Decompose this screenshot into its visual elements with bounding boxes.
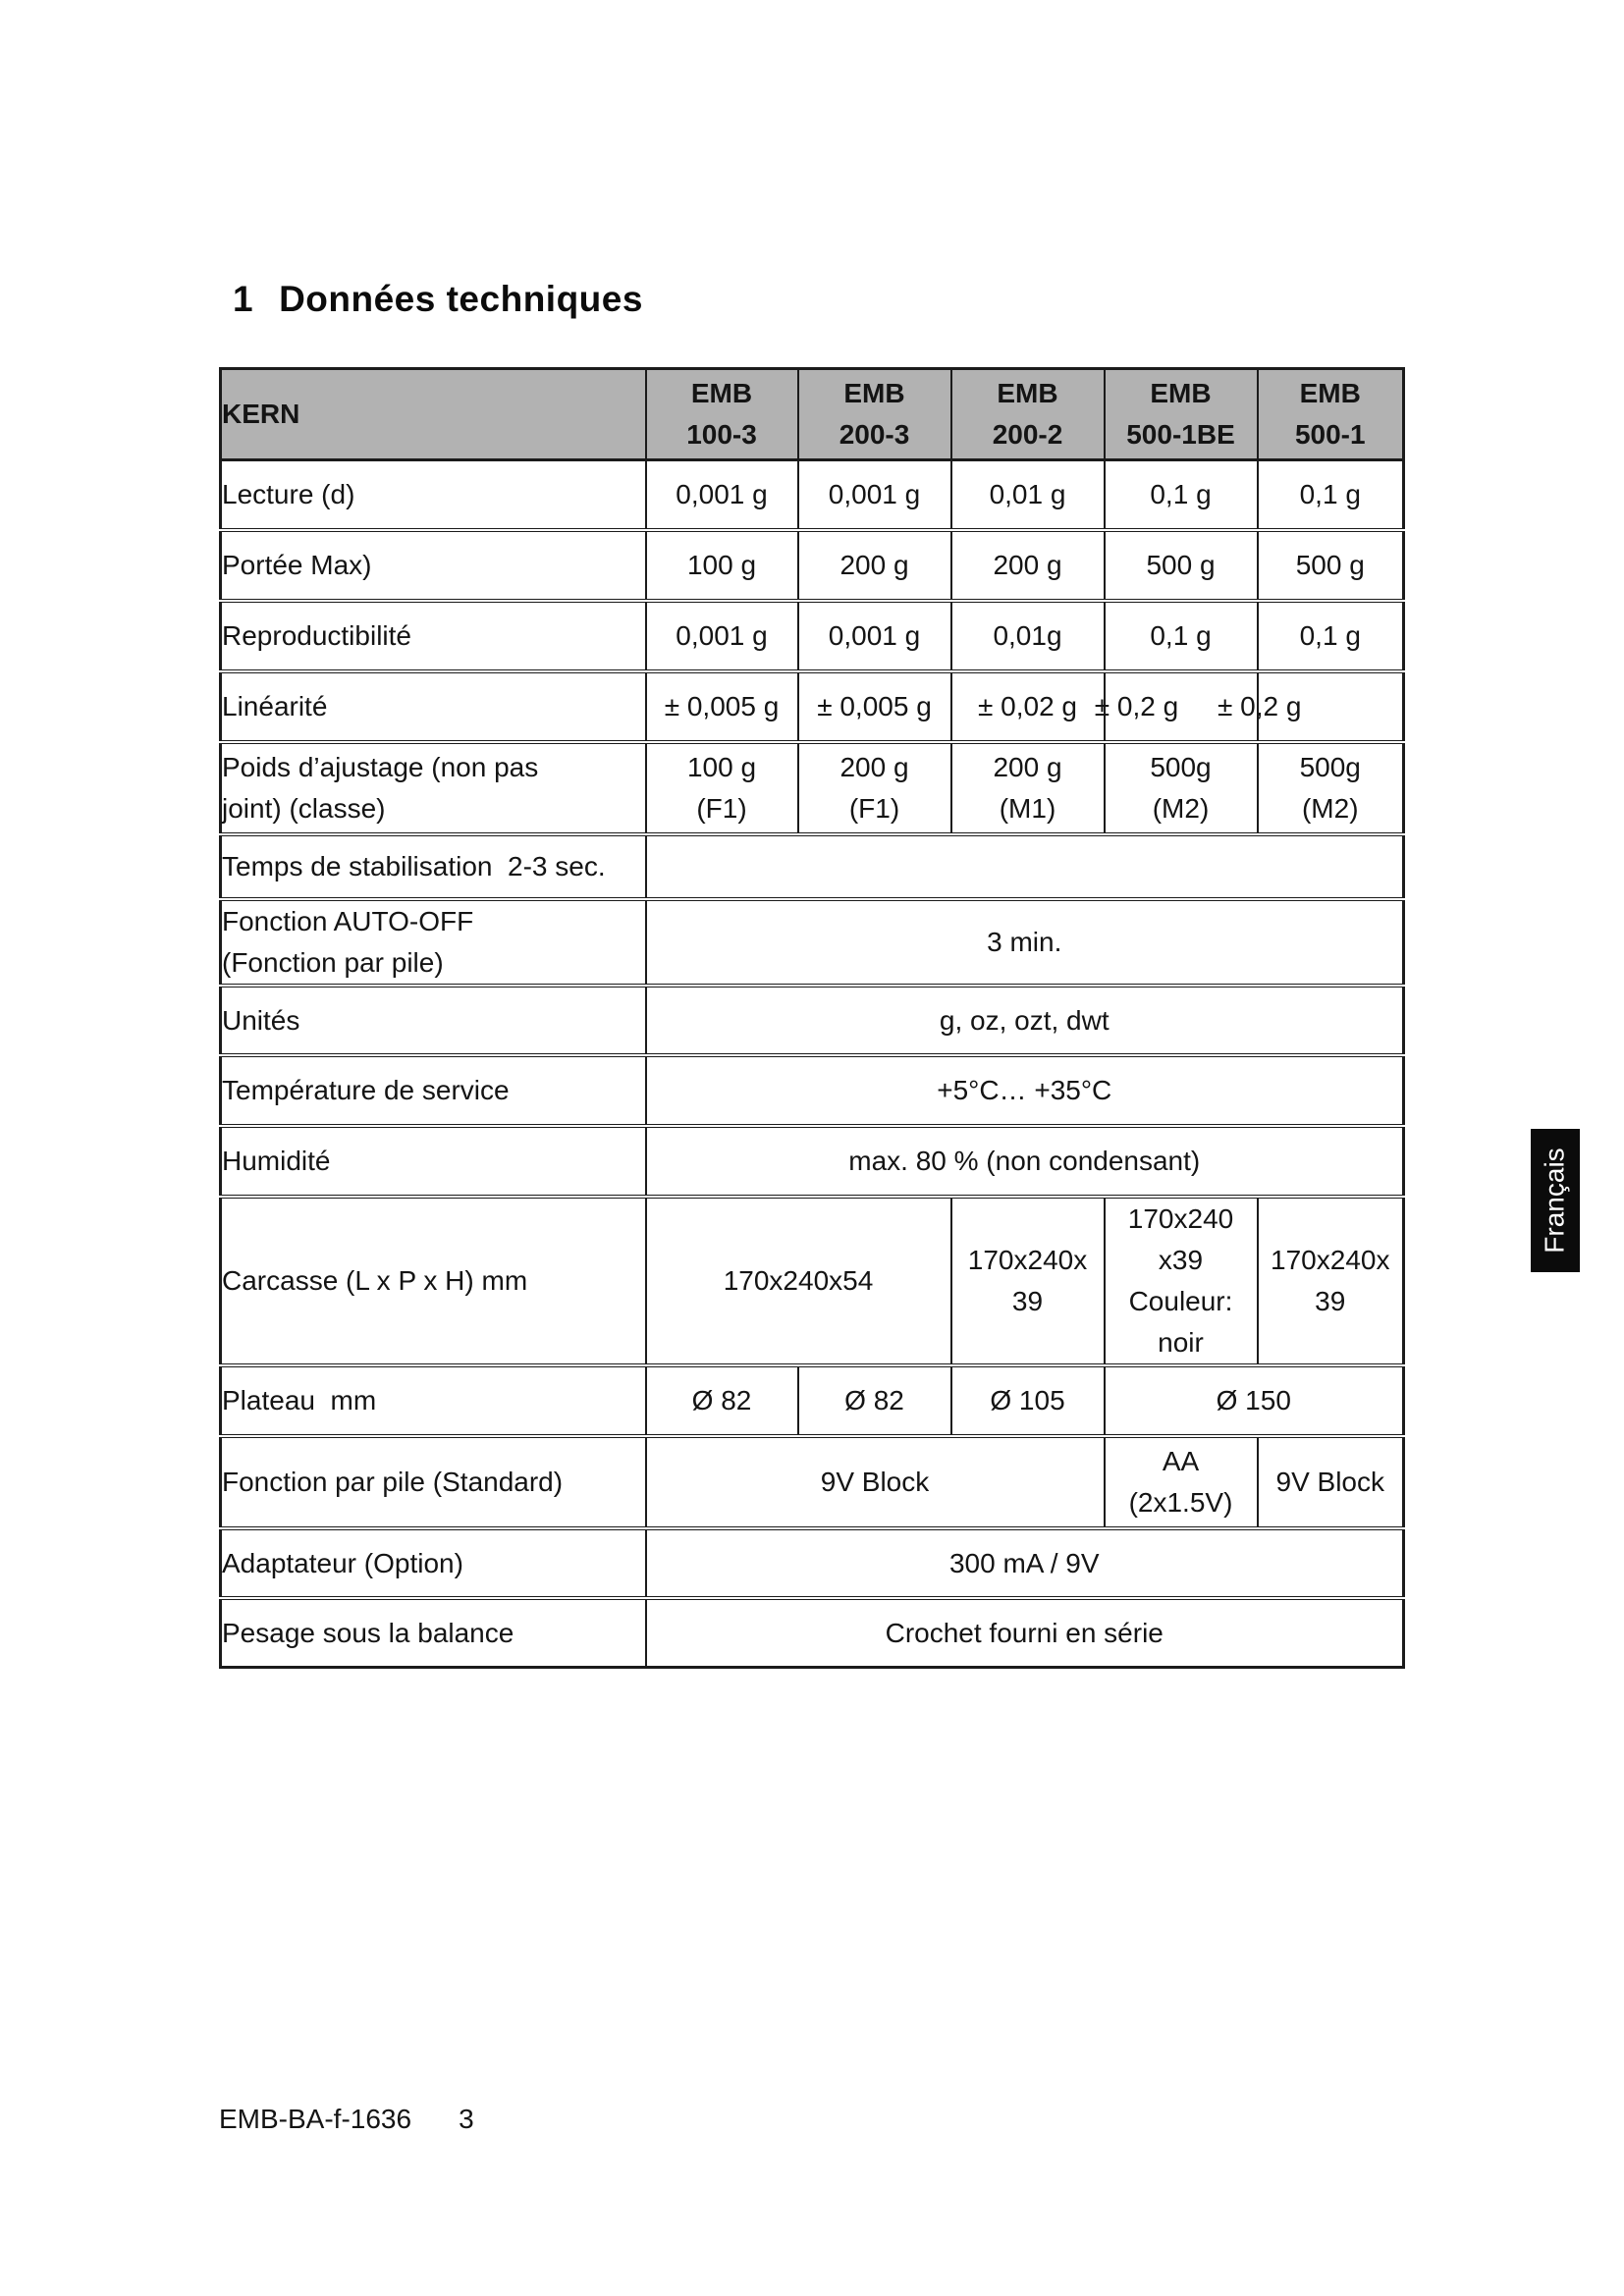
- row-label-lecture: Lecture (d): [219, 459, 647, 530]
- cell-pile-2: 9V Block: [1256, 1434, 1405, 1528]
- cell-pesage-merged: Crochet fourni en série: [644, 1596, 1405, 1668]
- cell-portee-2: 200 g: [949, 528, 1106, 601]
- cell-unites-merged: g, oz, ozt, dwt: [644, 984, 1405, 1055]
- table-row-portee: Portée Max) 100 g 200 g 200 g 500 g 500 …: [219, 528, 1405, 601]
- cell-pile-0: 9V Block: [644, 1434, 1106, 1528]
- cell-linearite-1: ± 0,005 g: [796, 669, 952, 742]
- cell-humidite-merged: max. 80 % (non condensant): [644, 1124, 1405, 1197]
- page-number: 3: [459, 2104, 474, 2134]
- cell-adaptateur-merged: 300 mA / 9V: [644, 1526, 1405, 1598]
- cell-temperature-merged: +5°C… +35°C: [644, 1053, 1405, 1126]
- header-cell-model-emb500-1: EMB 500-1: [1256, 368, 1405, 461]
- cell-linearite-0: ± 0,005 g: [644, 669, 799, 742]
- row-label-carcasse: Carcasse (L x P x H) mm: [219, 1195, 647, 1365]
- row-label-portee: Portée Max): [219, 528, 647, 601]
- row-label-linearite: Linéarité: [219, 669, 647, 742]
- row-label-temperature: Température de service: [219, 1053, 647, 1126]
- row-label-humidite: Humidité: [219, 1124, 647, 1197]
- cell-plateau-2: Ø 105: [949, 1363, 1106, 1436]
- cell-poids-2: 200 g (M1): [949, 740, 1106, 834]
- cell-linearite-4-text: ± 0,2 g: [1218, 691, 1302, 721]
- cell-poids-3: 500g (M2): [1103, 740, 1259, 834]
- row-label-adaptateur: Adaptateur (Option): [219, 1526, 647, 1598]
- cell-portee-3: 500 g: [1103, 528, 1259, 601]
- row-label-pesage: Pesage sous la balance: [219, 1596, 647, 1668]
- row-label-pile: Fonction par pile (Standard): [219, 1434, 647, 1528]
- document-id: EMB-BA-f-1636: [219, 2104, 412, 2134]
- cell-carcasse-1: 170x240x 39: [949, 1195, 1106, 1365]
- section-title-text: Données techniques: [279, 279, 643, 319]
- cell-poids-4: 500g (M2): [1256, 740, 1405, 834]
- table-row-lecture: Lecture (d) 0,001 g 0,001 g 0,01 g 0,1 g…: [219, 459, 1405, 530]
- cell-lecture-1: 0,001 g: [796, 459, 952, 530]
- cell-plateau-3: Ø 150: [1103, 1363, 1405, 1436]
- cell-carcasse-3: 170x240x 39: [1256, 1195, 1405, 1365]
- cell-carcasse-2: 170x240 x39 Couleur: noir: [1103, 1195, 1259, 1365]
- row-label-reproductibilite: Reproductibilité: [219, 599, 647, 671]
- table-header-row: KERN EMB 100-3 EMB 200-3 EMB 200-2 EMB 5…: [219, 368, 1405, 461]
- cell-reproductibilite-4: 0,1 g: [1256, 599, 1405, 671]
- cell-carcasse-0: 170x240x54: [644, 1195, 952, 1365]
- technical-data-table: KERN EMB 100-3 EMB 200-3 EMB 200-2 EMB 5…: [219, 367, 1405, 1669]
- cell-lecture-3: 0,1 g: [1103, 459, 1259, 530]
- cell-linearite-4: ± 0,2 g: [1218, 669, 1405, 742]
- cell-linearite-3-text: ± 0,2 g: [1094, 691, 1179, 721]
- header-cell-model-emb500-1be: EMB 500-1BE: [1103, 368, 1259, 461]
- header-cell-brand: KERN: [219, 368, 647, 461]
- table-row-adaptateur: Adaptateur (Option) 300 mA / 9V: [219, 1526, 1405, 1598]
- cell-temps-merged: [644, 832, 1405, 899]
- header-cell-model-emb200-2: EMB 200-2: [949, 368, 1106, 461]
- language-side-tab-label: Français: [1540, 1148, 1570, 1254]
- cell-linearite-3: ± 0,2 g: [1095, 669, 1259, 742]
- cell-reproductibilite-2: 0,01g: [949, 599, 1106, 671]
- cell-reproductibilite-1: 0,001 g: [796, 599, 952, 671]
- table-row-autooff: Fonction AUTO-OFF (Fonction par pile) 3 …: [219, 897, 1405, 986]
- table-row-carcasse: Carcasse (L x P x H) mm 170x240x54 170x2…: [219, 1195, 1405, 1365]
- cell-reproductibilite-3: 0,1 g: [1103, 599, 1259, 671]
- cell-autooff-merged: 3 min.: [644, 897, 1405, 986]
- section-number: 1: [233, 279, 254, 319]
- page-footer: EMB-BA-f-1636 3: [219, 2104, 474, 2135]
- table-row-unites: Unités g, oz, ozt, dwt: [219, 984, 1405, 1055]
- cell-linearite-2: ± 0,02 g: [949, 669, 1106, 742]
- row-label-plateau: Plateau mm: [219, 1363, 647, 1436]
- cell-pile-1: AA (2x1.5V): [1103, 1434, 1259, 1528]
- table-row-humidite: Humidité max. 80 % (non condensant): [219, 1124, 1405, 1197]
- table-row-temperature: Température de service +5°C… +35°C: [219, 1053, 1405, 1126]
- cell-lecture-4: 0,1 g: [1256, 459, 1405, 530]
- header-cell-model-emb200-3: EMB 200-3: [796, 368, 952, 461]
- table-row-poids: Poids d’ajustage (non pas joint) (classe…: [219, 740, 1405, 834]
- cell-portee-0: 100 g: [644, 528, 799, 601]
- table-row-temps: Temps de stabilisation 2-3 sec.: [219, 832, 1405, 899]
- language-side-tab: Français: [1531, 1129, 1580, 1272]
- row-label-temps: Temps de stabilisation 2-3 sec.: [219, 832, 647, 899]
- cell-poids-0: 100 g (F1): [644, 740, 799, 834]
- row-label-unites: Unités: [219, 984, 647, 1055]
- table-row-plateau: Plateau mm Ø 82 Ø 82 Ø 105 Ø 150: [219, 1363, 1405, 1436]
- cell-reproductibilite-0: 0,001 g: [644, 599, 799, 671]
- page-title: 1 Données techniques: [233, 279, 643, 320]
- cell-portee-1: 200 g: [796, 528, 952, 601]
- row-label-autooff: Fonction AUTO-OFF (Fonction par pile): [219, 897, 647, 986]
- cell-portee-4: 500 g: [1256, 528, 1405, 601]
- cell-plateau-1: Ø 82: [796, 1363, 952, 1436]
- row-label-poids: Poids d’ajustage (non pas joint) (classe…: [219, 740, 647, 834]
- table-row-linearite: Linéarité ± 0,005 g ± 0,005 g ± 0,02 g ±…: [219, 669, 1405, 742]
- cell-plateau-0: Ø 82: [644, 1363, 799, 1436]
- header-cell-model-emb100-3: EMB 100-3: [644, 368, 799, 461]
- cell-lecture-2: 0,01 g: [949, 459, 1106, 530]
- table-row-pesage: Pesage sous la balance Crochet fourni en…: [219, 1596, 1405, 1668]
- table-row-pile: Fonction par pile (Standard) 9V Block AA…: [219, 1434, 1405, 1528]
- table-row-reproductibilite: Reproductibilité 0,001 g 0,001 g 0,01g 0…: [219, 599, 1405, 671]
- cell-lecture-0: 0,001 g: [644, 459, 799, 530]
- cell-poids-1: 200 g (F1): [796, 740, 952, 834]
